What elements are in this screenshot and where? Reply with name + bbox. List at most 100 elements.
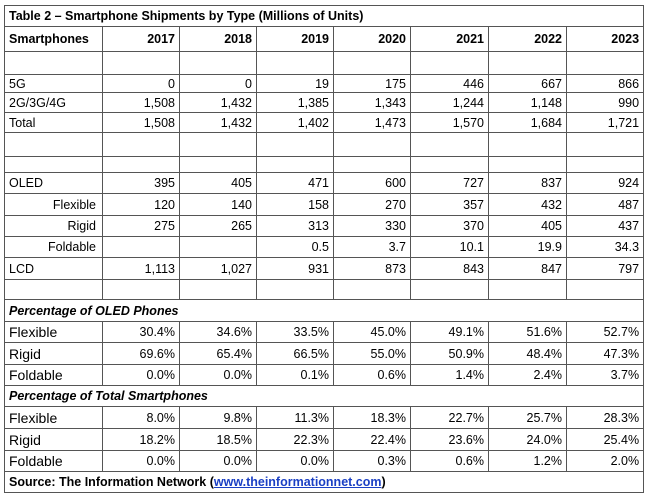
- value-cell: 55.0%: [333, 342, 411, 365]
- empty-cell: [179, 132, 257, 157]
- value-cell: 34.6%: [179, 321, 257, 343]
- value-cell: 330: [333, 215, 411, 237]
- row-label: Rigid: [4, 215, 103, 237]
- empty-cell: [179, 279, 257, 300]
- value-cell: 1,027: [179, 257, 257, 280]
- empty-cell: [333, 51, 411, 75]
- row-label: Foldable: [4, 364, 103, 386]
- empty-cell: [410, 279, 489, 300]
- value-cell: 10.1: [410, 236, 489, 258]
- empty-cell: [565, 156, 645, 173]
- table-row: Foldable 0.0% 0.0% 0.0% 0.3% 0.6% 1.2% 2.0%: [4, 450, 645, 472]
- value-cell: 28.3%: [565, 406, 645, 429]
- value-cell: 866: [565, 74, 645, 93]
- row-label: Flexible: [4, 406, 103, 429]
- source-note: Source: The Information Network (www.the…: [3, 471, 645, 493]
- empty-cell: [256, 279, 334, 300]
- column-header-year: 2018: [179, 26, 257, 52]
- value-cell: 847: [488, 257, 567, 280]
- table-title-row: Table 2 – Smartphone Shipments by Type (…: [3, 5, 645, 27]
- section-title: Percentage of Total Smartphones: [3, 385, 645, 407]
- value-cell: 837: [488, 172, 567, 194]
- table-row: Total 1,508 1,432 1,402 1,473 1,570 1,684 1,721: [4, 112, 645, 133]
- value-cell: 1,508: [102, 112, 180, 133]
- value-cell: 0: [179, 74, 257, 93]
- empty-cell: [565, 132, 645, 157]
- value-cell: 8.0%: [102, 406, 180, 429]
- value-cell: 18.3%: [333, 406, 411, 429]
- value-cell: 990: [565, 92, 645, 113]
- section-header-row: Percentage of Total Smartphones: [3, 385, 645, 407]
- value-cell: 0.3%: [333, 450, 411, 472]
- value-cell: 873: [333, 257, 411, 280]
- value-cell: 667: [488, 74, 567, 93]
- row-label: OLED: [4, 172, 103, 194]
- spacer-row: [4, 51, 645, 75]
- value-cell: 47.3%: [565, 342, 645, 365]
- value-cell: 50.9%: [410, 342, 489, 365]
- row-label: LCD: [4, 257, 103, 280]
- empty-cell: [4, 51, 103, 75]
- source-suffix: ): [381, 475, 386, 489]
- value-cell: 357: [410, 193, 489, 216]
- empty-cell: [410, 51, 489, 75]
- value-cell: 51.6%: [488, 321, 567, 343]
- value-cell: 175: [333, 74, 411, 93]
- column-header-year: 2022: [488, 26, 567, 52]
- value-cell: 395: [102, 172, 180, 194]
- value-cell: 0: [102, 74, 180, 93]
- value-cell: 0.0%: [179, 450, 257, 472]
- empty-cell: [333, 156, 411, 173]
- row-label: 5G: [4, 74, 103, 93]
- row-label: Foldable: [4, 236, 103, 258]
- empty-cell: [488, 132, 567, 157]
- value-cell: 52.7%: [565, 321, 645, 343]
- empty-cell: [102, 132, 180, 157]
- value-cell: 30.4%: [102, 321, 180, 343]
- value-cell: 120: [102, 193, 180, 216]
- value-cell: 797: [565, 257, 645, 280]
- value-cell: 0.0%: [179, 364, 257, 386]
- table-title: Table 2 – Smartphone Shipments by Type (…: [3, 5, 645, 27]
- value-cell: 1,244: [410, 92, 489, 113]
- value-cell: [179, 236, 257, 258]
- source-prefix: Source: The Information Network (: [9, 475, 214, 489]
- value-cell: 19.9: [488, 236, 567, 258]
- source-link[interactable]: www.theinformationnet.com: [213, 475, 382, 489]
- empty-cell: [410, 156, 489, 173]
- value-cell: 313: [256, 215, 334, 237]
- empty-cell: [102, 51, 180, 75]
- value-cell: 2.4%: [488, 364, 567, 386]
- value-cell: 275: [102, 215, 180, 237]
- value-cell: 1,508: [102, 92, 180, 113]
- value-cell: 140: [179, 193, 257, 216]
- empty-cell: [410, 132, 489, 157]
- spacer-row: [4, 279, 645, 300]
- value-cell: 19: [256, 74, 334, 93]
- value-cell: 437: [565, 215, 645, 237]
- table-row: Rigid 18.2% 18.5% 22.3% 22.4% 23.6% 24.0% 25.4%: [4, 428, 645, 451]
- value-cell: 265: [179, 215, 257, 237]
- column-header-year: 2017: [102, 26, 180, 52]
- value-cell: 23.6%: [410, 428, 489, 451]
- value-cell: 3.7: [333, 236, 411, 258]
- table-row: 2G/3G/4G 1,508 1,432 1,385 1,343 1,244 1,148 99…: [4, 92, 645, 113]
- value-cell: 66.5%: [256, 342, 334, 365]
- empty-cell: [179, 156, 257, 173]
- empty-cell: [256, 132, 334, 157]
- value-cell: 69.6%: [102, 342, 180, 365]
- column-header-year: 2021: [410, 26, 489, 52]
- value-cell: [102, 236, 180, 258]
- header-row: Smartphones 2017 2018 2019 2020 2021 2022 2023: [4, 26, 645, 52]
- value-cell: 1,148: [488, 92, 567, 113]
- value-cell: 0.0%: [256, 450, 334, 472]
- empty-cell: [4, 279, 103, 300]
- value-cell: 45.0%: [333, 321, 411, 343]
- value-cell: 22.3%: [256, 428, 334, 451]
- value-cell: 65.4%: [179, 342, 257, 365]
- empty-cell: [488, 279, 567, 300]
- column-header-year: 2020: [333, 26, 411, 52]
- value-cell: 1,473: [333, 112, 411, 133]
- value-cell: 3.7%: [565, 364, 645, 386]
- value-cell: 1.4%: [410, 364, 489, 386]
